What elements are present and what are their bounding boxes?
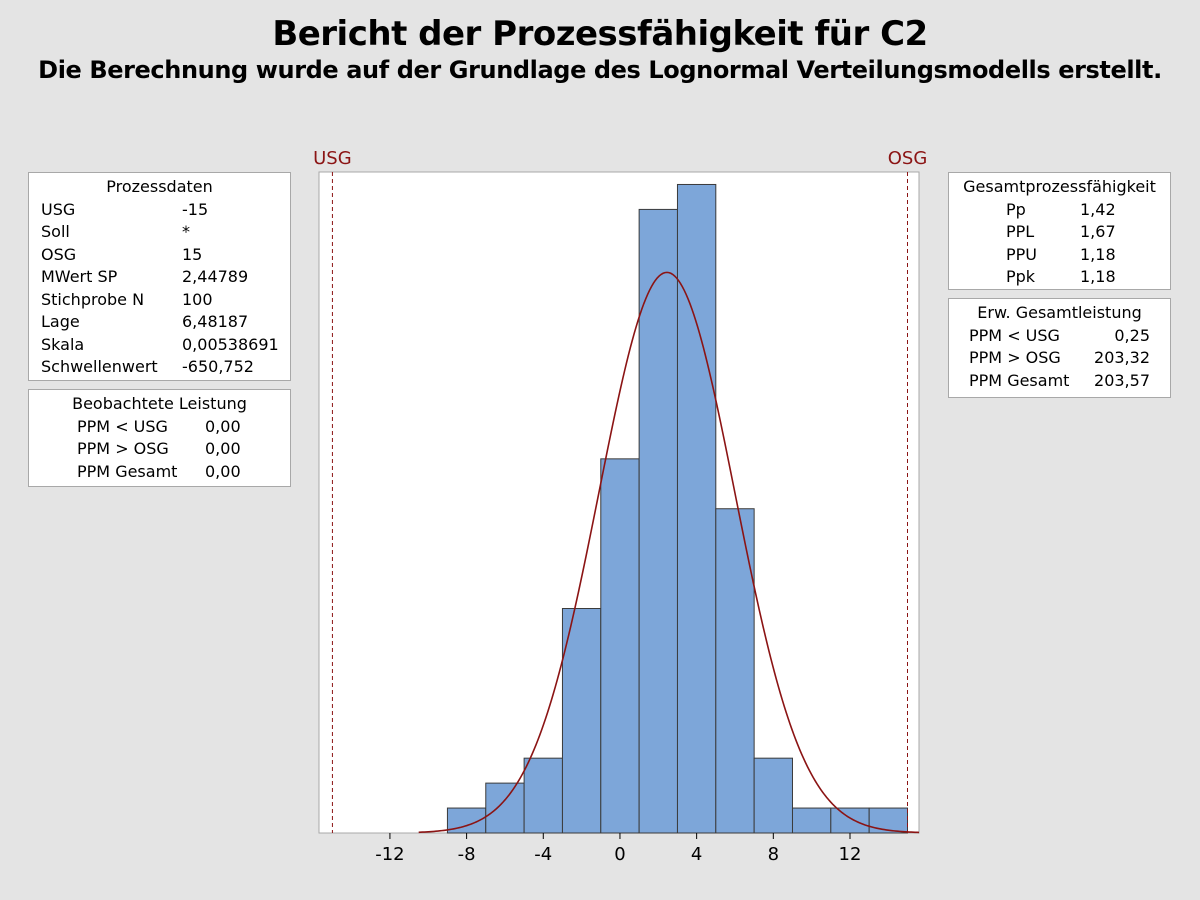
erw-gesamtleistung-header: Erw. Gesamtleistung bbox=[977, 303, 1142, 322]
row-value: -15 bbox=[182, 199, 209, 219]
row-value: 100 bbox=[182, 289, 213, 309]
row-label: Schwellenwert bbox=[41, 357, 158, 376]
row-value: * bbox=[182, 222, 190, 241]
row-value: 203,32 bbox=[1094, 348, 1150, 367]
row-label: PPU bbox=[1006, 244, 1038, 264]
row-label: USG bbox=[41, 199, 76, 219]
row-value: 6,48187 bbox=[182, 312, 249, 331]
fit-curve bbox=[418, 271, 920, 834]
row-label: Skala bbox=[41, 334, 85, 354]
prozessdaten-row: Soll * bbox=[29, 221, 290, 244]
row-label: Stichprobe N bbox=[41, 289, 145, 309]
x-tick-label: 4 bbox=[691, 844, 702, 865]
row-value: 2,44789 bbox=[182, 267, 249, 286]
row-label: PPL bbox=[1006, 222, 1035, 241]
histogram-bar bbox=[791, 807, 832, 834]
erw-gesamtleistung-panel: Erw. Gesamtleistung PPM < USG 0,25 PPM > … bbox=[948, 298, 1171, 398]
histogram-bar bbox=[676, 183, 717, 834]
histogram-bar bbox=[715, 508, 755, 834]
row-label: PPM > OSG bbox=[969, 348, 1061, 367]
histogram-bar bbox=[638, 208, 678, 834]
erw-gesamtleistung-row: PPM < USG 0,25 bbox=[949, 325, 1170, 348]
row-label: PPM < USG bbox=[77, 416, 168, 436]
histogram-bar bbox=[753, 757, 793, 834]
prozessdaten-row: Stichprobe N 100 bbox=[29, 289, 290, 312]
x-tick-label: -8 bbox=[458, 844, 476, 865]
prozessdaten-row: Skala 0,00538691 bbox=[29, 334, 290, 357]
prozessdaten-header: Prozessdaten bbox=[106, 177, 213, 196]
histogram-bar bbox=[485, 782, 525, 834]
row-label: PPM Gesamt bbox=[77, 461, 178, 481]
erw-gesamtleistung-row: PPM Gesamt 203,57 bbox=[949, 370, 1170, 393]
x-tick-label: -12 bbox=[375, 844, 404, 865]
histogram-bar bbox=[600, 458, 640, 834]
x-tick-label: 0 bbox=[614, 844, 625, 865]
prozessdaten-row: OSG 15 bbox=[29, 244, 290, 267]
row-value: 0,00538691 bbox=[182, 334, 279, 354]
row-value: -650,752 bbox=[182, 357, 254, 376]
row-label: PPM Gesamt bbox=[969, 370, 1070, 390]
histogram-bar bbox=[523, 757, 563, 834]
row-label: MWert SP bbox=[41, 267, 118, 286]
histogram-bar bbox=[561, 608, 602, 834]
row-value: 0,25 bbox=[1114, 325, 1150, 345]
prozessdaten-row: Schwellenwert -650,752 bbox=[29, 356, 290, 379]
row-value: 1,42 bbox=[1080, 199, 1116, 219]
row-value: 15 bbox=[182, 244, 203, 264]
row-value: 203,57 bbox=[1094, 370, 1150, 390]
row-value: 1,18 bbox=[1080, 244, 1116, 264]
gesamtprozessfaehigkeit-panel: Gesamtprozessfähigkeit Pp 1,42 PPL 1,67 PP… bbox=[948, 172, 1171, 290]
row-value: 0,00 bbox=[205, 461, 241, 481]
row-value: 0,00 bbox=[205, 439, 241, 458]
row-label: Ppk bbox=[1006, 267, 1036, 286]
histogram-bar bbox=[868, 807, 908, 834]
prozessdaten-row: MWert SP 2,44789 bbox=[29, 266, 290, 289]
prozessdaten-row: Lage 6,48187 bbox=[29, 311, 290, 334]
row-label: OSG bbox=[41, 244, 77, 264]
gesamtprozessfaehigkeit-row: Pp 1,42 bbox=[949, 199, 1170, 222]
x-tick-label: -4 bbox=[534, 844, 552, 865]
x-tick-label: 8 bbox=[768, 844, 779, 865]
spec-limit-label: OSG bbox=[888, 148, 928, 169]
page-title: Bericht der Prozessfähigkeit für C2 bbox=[272, 14, 928, 54]
row-label: Pp bbox=[1006, 199, 1026, 219]
row-label: PPM > OSG bbox=[77, 439, 169, 458]
beobachtete-leistung-row: PPM < USG 0,00 bbox=[29, 416, 290, 439]
row-value: 1,18 bbox=[1080, 267, 1116, 286]
gesamtprozessfaehigkeit-row: Ppk 1,18 bbox=[949, 266, 1170, 289]
row-label: Soll bbox=[41, 222, 70, 241]
beobachtete-leistung-header: Beobachtete Leistung bbox=[72, 394, 247, 413]
row-value: 1,67 bbox=[1080, 222, 1116, 241]
x-tick-label: 12 bbox=[839, 844, 862, 865]
gesamtprozessfaehigkeit-row: PPL 1,67 bbox=[949, 221, 1170, 244]
gesamtprozessfaehigkeit-header: Gesamtprozessfähigkeit bbox=[963, 177, 1156, 196]
beobachtete-leistung-row: PPM Gesamt 0,00 bbox=[29, 461, 290, 484]
row-value: 0,00 bbox=[205, 416, 241, 436]
spec-limit-label: USG bbox=[313, 148, 352, 169]
beobachtete-leistung-row: PPM > OSG 0,00 bbox=[29, 438, 290, 461]
row-label: Lage bbox=[41, 312, 80, 331]
page-subtitle: Die Berechnung wurde auf der Grundlage d… bbox=[38, 56, 1162, 84]
gesamtprozessfaehigkeit-row: PPU 1,18 bbox=[949, 244, 1170, 267]
prozessdaten-row: USG -15 bbox=[29, 199, 290, 222]
beobachtete-leistung-panel: Beobachtete Leistung PPM < USG 0,00 PPM >… bbox=[28, 389, 291, 487]
row-label: PPM < USG bbox=[969, 325, 1060, 345]
prozessdaten-panel: Prozessdaten USG -15 Soll * OSG 15 MWert SP… bbox=[28, 172, 291, 381]
erw-gesamtleistung-row: PPM > OSG 203,32 bbox=[949, 347, 1170, 370]
histogram-bar bbox=[830, 807, 870, 834]
